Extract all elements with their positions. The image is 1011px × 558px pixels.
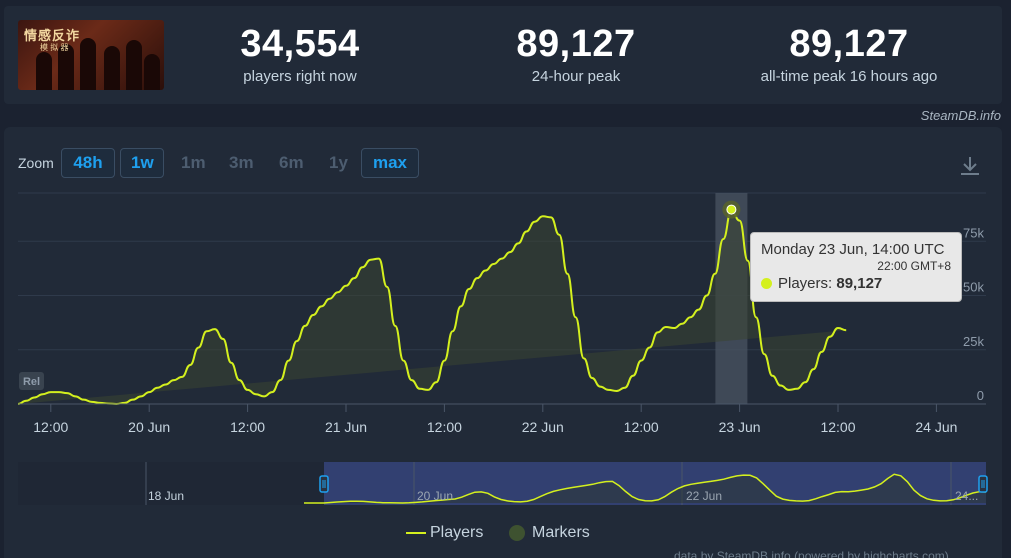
stat-all-time-peak: 89,127 all-time peak 16 hours ago xyxy=(724,24,974,85)
all-time-peak-label: all-time peak 16 hours ago xyxy=(760,68,938,85)
x-tick-label: 20 Jun xyxy=(128,419,170,435)
line-legend-icon xyxy=(406,532,426,534)
navigator-label: 22 Jun xyxy=(686,489,722,503)
x-tick-label: 22 Jun xyxy=(522,419,564,435)
game-logo-subtitle: 模 拟 器 xyxy=(40,43,69,52)
x-tick-label: 21 Jun xyxy=(325,419,367,435)
game-logo-title: 情感反诈 xyxy=(24,29,81,44)
legend-players[interactable]: Players xyxy=(406,524,483,542)
current-players-label: players right now xyxy=(243,68,357,85)
all-time-peak-value: 89,127 xyxy=(789,23,909,65)
x-tick-label: 12:00 xyxy=(624,419,659,435)
navigator-handle-left[interactable] xyxy=(319,475,329,493)
tooltip-series-name: Players xyxy=(778,275,829,292)
peak-point xyxy=(726,204,737,215)
peak-24h-value: 89,127 xyxy=(516,23,636,65)
steamdb-credit[interactable]: SteamDB.info xyxy=(920,108,1001,123)
chart-tooltip: Monday 23 Jun, 14:00 UTC 22:00 GMT+8 Pla… xyxy=(750,232,962,302)
y-tick-label: 50k xyxy=(963,280,984,295)
x-tick-label: 23 Jun xyxy=(719,419,761,435)
stats-panel: 情感反诈 模 拟 器 34,554 players right now 89,1… xyxy=(4,6,1002,104)
navigator-line xyxy=(304,473,987,504)
zoom-max-button[interactable]: max xyxy=(361,148,419,178)
zoom-48h-button[interactable]: 48h xyxy=(61,148,115,178)
x-tick-label: 24 Jun xyxy=(915,419,957,435)
stat-current: 34,554 players right now xyxy=(204,24,396,85)
rel-badge-label: Rel xyxy=(23,376,40,388)
x-tick-label: 12:00 xyxy=(820,419,855,435)
zoom-1w-button[interactable]: 1w xyxy=(120,148,164,178)
players-line xyxy=(17,209,847,406)
navigator-label: 24... xyxy=(955,489,978,503)
zoom-3m-button[interactable]: 3m xyxy=(229,153,254,172)
navigator-handle-right[interactable] xyxy=(978,475,988,493)
y-tick-label: 75k xyxy=(963,225,984,240)
series-dot-icon xyxy=(761,278,772,289)
stat-24h-peak: 89,127 24-hour peak xyxy=(480,24,672,85)
navigator-label: 20 Jun xyxy=(417,489,453,503)
tooltip-value-row: Players: 89,127 xyxy=(761,275,951,292)
current-players-value: 34,554 xyxy=(240,23,360,65)
tooltip-value: 89,127 xyxy=(836,275,883,292)
y-tick-label: 0 xyxy=(977,388,984,403)
x-tick-label: 12:00 xyxy=(427,419,462,435)
legend-markers-label: Markers xyxy=(532,524,590,541)
y-tick-label: 25k xyxy=(963,334,984,349)
zoom-label: Zoom xyxy=(18,155,54,171)
rel-badge xyxy=(19,372,44,390)
x-tick-label: 12:00 xyxy=(33,419,68,435)
tooltip-title: Monday 23 Jun, 14:00 UTC xyxy=(761,241,945,258)
download-icon[interactable] xyxy=(958,154,982,178)
navigator-area xyxy=(304,474,986,503)
legend-players-label: Players xyxy=(430,524,484,541)
players-area xyxy=(18,210,847,404)
tooltip-local-time: 22:00 GMT+8 xyxy=(877,259,951,273)
legend-markers[interactable]: Markers xyxy=(508,524,590,542)
game-thumbnail[interactable]: 情感反诈 模 拟 器 xyxy=(18,20,164,90)
peak-24h-label: 24-hour peak xyxy=(531,68,621,85)
navigator-selection xyxy=(324,462,986,505)
zoom-1m-button[interactable]: 1m xyxy=(181,153,206,172)
x-tick-label: 12:00 xyxy=(230,419,265,435)
marker-legend-icon xyxy=(509,525,525,541)
zoom-6m-button[interactable]: 6m xyxy=(279,153,304,172)
zoom-1y-button[interactable]: 1y xyxy=(329,153,348,172)
highcharts-credit[interactable]: data by SteamDB.info (powered by highcha… xyxy=(674,549,949,558)
navigator-label: 18 Jun xyxy=(148,489,184,503)
